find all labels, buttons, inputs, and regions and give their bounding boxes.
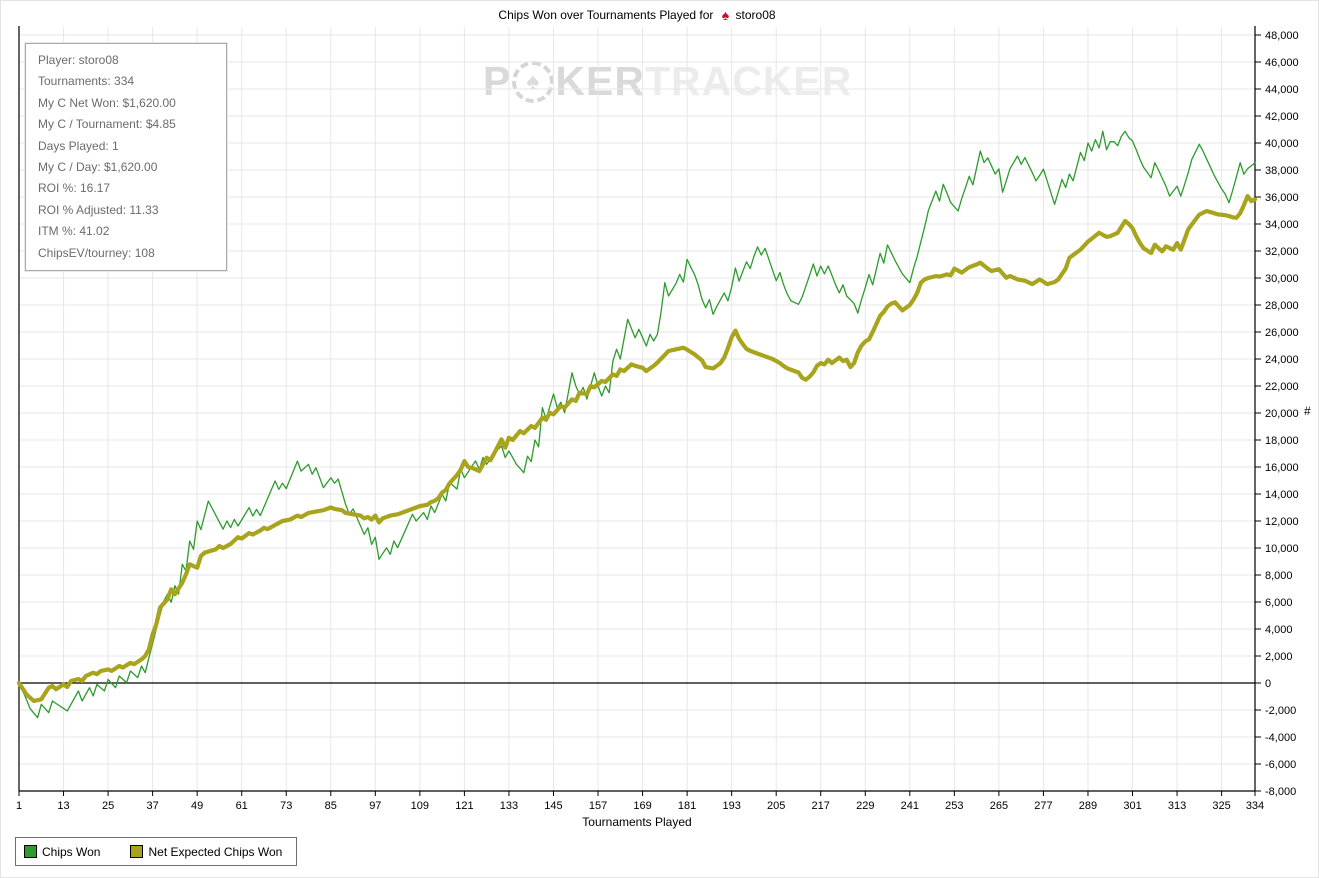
svg-text:37: 37 (146, 800, 158, 812)
svg-text:22,000: 22,000 (1265, 381, 1299, 393)
chart-title: Chips Won over Tournaments Played for ♠ … (1, 7, 1273, 23)
svg-text:36,000: 36,000 (1265, 192, 1299, 204)
svg-text:313: 313 (1168, 800, 1186, 812)
svg-text:-2,000: -2,000 (1265, 705, 1296, 717)
y-axis-title: # (1304, 404, 1311, 418)
svg-text:49: 49 (191, 800, 203, 812)
svg-text:229: 229 (856, 800, 874, 812)
net-expected-swatch (130, 845, 144, 858)
svg-text:25: 25 (102, 800, 114, 812)
watermark-text-tracker: TRACKER (644, 58, 853, 104)
svg-text:6,000: 6,000 (1265, 597, 1293, 609)
svg-text:34,000: 34,000 (1265, 219, 1299, 231)
svg-text:205: 205 (767, 800, 785, 812)
chart-title-player: storo08 (735, 8, 776, 22)
x-axis-title: Tournaments Played (582, 815, 692, 829)
stat-tournaments: Tournaments: 334 (38, 74, 135, 89)
legend: Chips Won Net Expected Chips Won (15, 837, 298, 866)
svg-text:133: 133 (500, 800, 518, 812)
svg-text:24,000: 24,000 (1265, 354, 1299, 366)
svg-text:73: 73 (280, 800, 292, 812)
svg-text:181: 181 (678, 800, 696, 812)
chips-won-swatch (24, 845, 37, 858)
svg-text:4,000: 4,000 (1265, 624, 1293, 636)
watermark-text-p: P (483, 58, 512, 104)
svg-text:289: 289 (1079, 800, 1097, 812)
pokertracker-watermark: P ♠ KER TRACKER (483, 58, 852, 105)
svg-text:169: 169 (633, 800, 651, 812)
svg-text:253: 253 (945, 800, 963, 812)
legend-item-chips-won: Chips Won (24, 845, 100, 859)
svg-text:46,000: 46,000 (1265, 57, 1299, 69)
svg-text:325: 325 (1212, 800, 1230, 812)
svg-text:97: 97 (369, 800, 381, 812)
stat-days-played: Days Played: 1 (38, 138, 119, 153)
stat-roi: ROI %: 16.17 (38, 181, 111, 196)
svg-text:61: 61 (236, 800, 248, 812)
svg-text:44,000: 44,000 (1265, 84, 1299, 96)
stat-net-won: My C Net Won: $1,620.00 (38, 95, 176, 110)
svg-text:20,000: 20,000 (1265, 408, 1299, 420)
svg-text:14,000: 14,000 (1265, 489, 1299, 501)
svg-text:157: 157 (589, 800, 607, 812)
stats-panel: Player: storo08 Tournaments: 334 My C Ne… (25, 43, 227, 272)
svg-text:-8,000: -8,000 (1265, 786, 1296, 798)
svg-text:13: 13 (57, 800, 69, 812)
svg-text:217: 217 (812, 800, 830, 812)
svg-text:40,000: 40,000 (1265, 138, 1299, 150)
svg-text:10,000: 10,000 (1265, 543, 1299, 555)
svg-text:241: 241 (901, 800, 919, 812)
svg-text:2,000: 2,000 (1265, 651, 1293, 663)
pokerstars-spade-icon: ♠ (721, 7, 730, 23)
watermark-text-ker: KER (555, 58, 645, 104)
svg-text:12,000: 12,000 (1265, 516, 1299, 528)
svg-text:28,000: 28,000 (1265, 300, 1299, 312)
svg-text:0: 0 (1265, 678, 1271, 690)
svg-text:1: 1 (16, 800, 22, 812)
svg-text:85: 85 (325, 800, 337, 812)
svg-text:-4,000: -4,000 (1265, 732, 1296, 744)
svg-text:334: 334 (1246, 800, 1264, 812)
stat-chipsev: ChipsEV/tourney: 108 (38, 245, 155, 260)
svg-text:193: 193 (722, 800, 740, 812)
svg-text:277: 277 (1034, 800, 1052, 812)
legend-item-net-expected: Net Expected Chips Won (130, 845, 282, 859)
stat-itm: ITM %: 41.02 (38, 224, 110, 239)
svg-text:38,000: 38,000 (1265, 165, 1299, 177)
svg-text:48,000: 48,000 (1265, 30, 1299, 42)
legend-label: Net Expected Chips Won (148, 844, 283, 859)
chart-title-text: Chips Won over Tournaments Played for (498, 8, 714, 22)
svg-text:109: 109 (411, 800, 429, 812)
svg-text:18,000: 18,000 (1265, 435, 1299, 447)
legend-label: Chips Won (42, 844, 101, 859)
svg-text:265: 265 (990, 800, 1008, 812)
svg-text:26,000: 26,000 (1265, 327, 1299, 339)
svg-text:30,000: 30,000 (1265, 273, 1299, 285)
svg-text:16,000: 16,000 (1265, 462, 1299, 474)
svg-text:301: 301 (1123, 800, 1141, 812)
svg-text:42,000: 42,000 (1265, 111, 1299, 123)
svg-text:121: 121 (455, 800, 473, 812)
svg-text:145: 145 (544, 800, 562, 812)
stat-roi-adjusted: ROI % Adjusted: 11.33 (38, 202, 159, 217)
svg-text:-6,000: -6,000 (1265, 759, 1296, 771)
stat-player: Player: storo08 (38, 53, 119, 67)
svg-text:8,000: 8,000 (1265, 570, 1293, 582)
stat-per-day: My C / Day: $1,620.00 (38, 160, 158, 175)
stat-per-tournament: My C / Tournament: $4.85 (38, 117, 176, 132)
svg-text:32,000: 32,000 (1265, 246, 1299, 258)
